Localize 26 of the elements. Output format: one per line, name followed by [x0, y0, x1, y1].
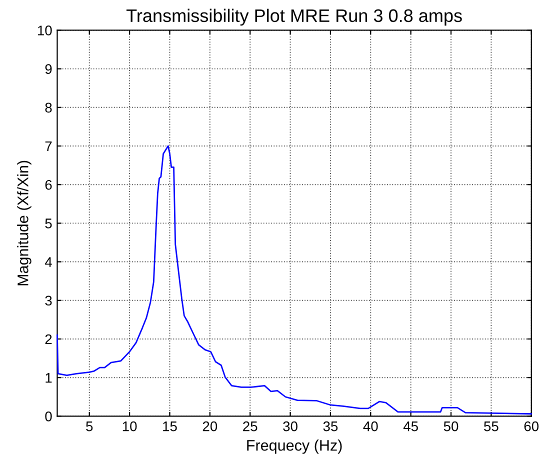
- y-tick-label: 5: [45, 218, 52, 228]
- x-tick-label: 15: [163, 422, 177, 432]
- x-tick-label: 20: [202, 421, 218, 432]
- x-tick-label: 40: [363, 421, 378, 432]
- y-tick-label: 8: [45, 102, 52, 113]
- chart-title: Transmissibility Plot MRE Run 3 0.8 amps: [126, 8, 462, 26]
- x-tick-label: 35: [323, 421, 338, 432]
- x-tick-label: 45: [403, 422, 418, 432]
- x-tick-label: 60: [524, 421, 539, 432]
- x-tick-label: 50: [444, 421, 458, 432]
- y-tick-label: 10: [38, 26, 52, 36]
- y-axis-title: Magnitude (Xf/Xin): [17, 160, 32, 286]
- x-tick-label: 10: [122, 421, 137, 432]
- y-tick-label: 9: [45, 64, 52, 74]
- y-tick-label: 4: [44, 257, 52, 267]
- y-tick-label: 2: [45, 334, 52, 344]
- x-tick-label: 30: [283, 421, 298, 432]
- x-axis-title: Frequecy (Hz): [247, 440, 342, 454]
- y-tick-label: 6: [45, 180, 52, 190]
- x-tick-label: 5: [86, 422, 93, 432]
- x-tick-label: 55: [484, 422, 498, 432]
- x-tick-label: 25: [243, 421, 258, 432]
- y-tick-label: 1: [46, 373, 52, 383]
- y-tick-label: 3: [45, 296, 52, 306]
- y-tick-label: 0: [45, 412, 52, 422]
- y-tick-label: 7: [45, 141, 52, 152]
